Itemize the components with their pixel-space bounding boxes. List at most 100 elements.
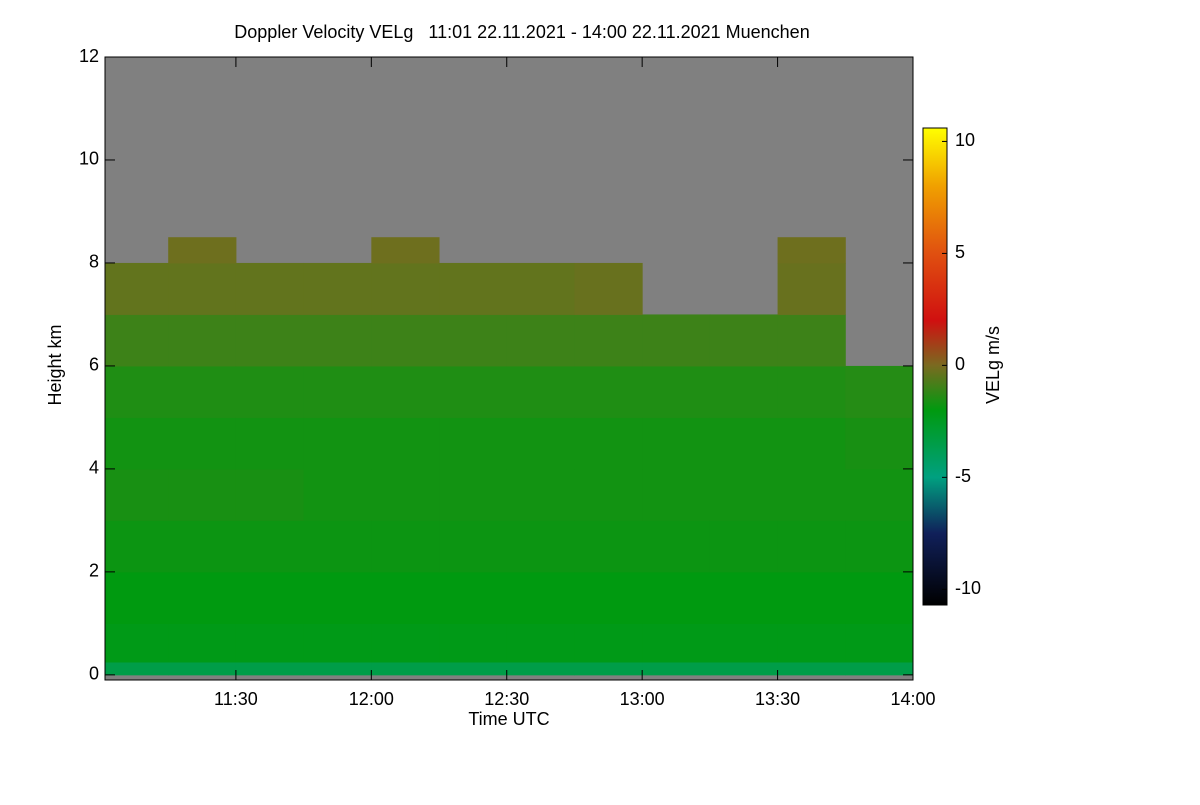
heatmap-cell <box>303 365 372 418</box>
heatmap-cell <box>506 417 575 470</box>
heatmap-cell <box>439 571 508 624</box>
heatmap-cell <box>235 623 305 663</box>
heatmap-cell <box>709 417 779 470</box>
heatmap-cell <box>303 468 372 521</box>
heatmap-cell <box>845 661 914 676</box>
heatmap-cell <box>371 623 440 663</box>
heatmap-cell <box>574 417 643 470</box>
heatmap-cell <box>777 571 846 624</box>
heatmap-cell <box>303 571 372 624</box>
heatmap-cell <box>371 571 440 624</box>
heatmap-cell <box>168 365 237 418</box>
heatmap-cell <box>168 520 237 573</box>
heatmap-cell <box>303 623 372 663</box>
heatmap-cell <box>506 314 575 367</box>
heatmap-cell <box>642 365 711 418</box>
x-tick-label: 13:30 <box>755 689 800 709</box>
heatmap-cell <box>105 468 169 521</box>
heatmap-cell <box>371 365 440 418</box>
heatmap-cell <box>506 520 575 573</box>
heatmap-cell <box>777 365 846 418</box>
heatmap-cell <box>777 661 846 676</box>
y-tick-label: 6 <box>89 355 99 375</box>
heatmap-cell <box>235 365 305 418</box>
x-tick-label: 13:00 <box>620 689 665 709</box>
heatmap-cell <box>506 571 575 624</box>
y-tick-label: 10 <box>79 149 99 169</box>
heatmap-cell <box>168 571 237 624</box>
heatmap-cell <box>574 365 643 418</box>
heatmap-cell <box>439 661 508 676</box>
heatmap-cell <box>506 365 575 418</box>
x-tick-label: 12:30 <box>484 689 529 709</box>
heatmap-cell <box>105 623 169 663</box>
heatmap-cell <box>642 468 711 521</box>
plot-frame <box>104 56 914 681</box>
y-tick-label: 12 <box>79 46 99 66</box>
heatmap-cell <box>506 661 575 676</box>
heatmap-cell <box>574 623 643 663</box>
heatmap-cell <box>574 571 643 624</box>
colorbar-label: VELg m/s <box>983 326 1003 404</box>
heatmap-cell <box>506 468 575 521</box>
heatmap-cell <box>709 661 779 676</box>
x-tick-label: 14:00 <box>890 689 935 709</box>
colorbar-tick-label: -10 <box>955 578 981 598</box>
heatmap-cell <box>168 417 237 470</box>
heatmap-cell <box>371 314 440 367</box>
heatmap-cell <box>642 571 711 624</box>
heatmap-cell <box>105 571 169 624</box>
x-axis-label: Time UTC <box>468 709 549 729</box>
colorbar-tick-label: 0 <box>955 354 965 374</box>
heatmap-cell <box>168 661 237 676</box>
heatmap-cell <box>506 623 575 663</box>
chart-title: Doppler Velocity VELg 11:01 22.11.2021 -… <box>234 22 809 42</box>
heatmap-cell <box>371 520 440 573</box>
heatmap-cell <box>439 417 508 470</box>
heatmap-cell <box>642 520 711 573</box>
y-tick-label: 0 <box>89 664 99 684</box>
heatmap-cell <box>168 314 237 367</box>
heatmap-cell <box>105 262 169 315</box>
heatmap-cell <box>506 262 575 315</box>
heatmap-cell <box>168 468 237 521</box>
colorbar-tick-label: 10 <box>955 130 975 150</box>
heatmap-cell <box>235 314 305 367</box>
x-tick-label: 11:30 <box>214 689 258 709</box>
heatmap-cell <box>709 623 779 663</box>
heatmap-cell <box>168 237 237 264</box>
heatmap-cell <box>709 520 779 573</box>
heatmap-cell <box>371 237 440 264</box>
heatmap-cell <box>642 661 711 676</box>
heatmap-cell <box>574 314 643 367</box>
heatmap-cell <box>105 520 169 573</box>
heatmap-cell <box>303 314 372 367</box>
heatmap-cell <box>777 468 846 521</box>
heatmap-cell <box>777 417 846 470</box>
heatmap-cell <box>235 661 305 676</box>
heatmap-cell <box>439 623 508 663</box>
heatmap-cell <box>439 365 508 418</box>
y-axis-label: Height km <box>45 324 65 405</box>
heatmap-cell <box>235 262 305 315</box>
heatmap-cell <box>303 520 372 573</box>
heatmap-cell <box>168 262 237 315</box>
heatmap-cell <box>642 623 711 663</box>
heatmap-cell <box>371 661 440 676</box>
heatmap-cell <box>574 520 643 573</box>
heatmap-cell <box>105 661 169 676</box>
heatmap-cell <box>709 571 779 624</box>
heatmap-cell <box>371 468 440 521</box>
heatmap-cell <box>845 571 914 624</box>
heatmap-cell <box>709 468 779 521</box>
heatmap-cell <box>439 468 508 521</box>
heatmap-cell <box>845 468 914 521</box>
x-tick-label: 12:00 <box>349 689 394 709</box>
heatmap-cell <box>105 365 169 418</box>
heatmap-cell <box>709 365 779 418</box>
colorbar <box>922 127 948 606</box>
y-tick-label: 8 <box>89 252 99 272</box>
heatmap-cell <box>439 520 508 573</box>
heatmap-cell <box>303 417 372 470</box>
heatmap-cell <box>574 468 643 521</box>
